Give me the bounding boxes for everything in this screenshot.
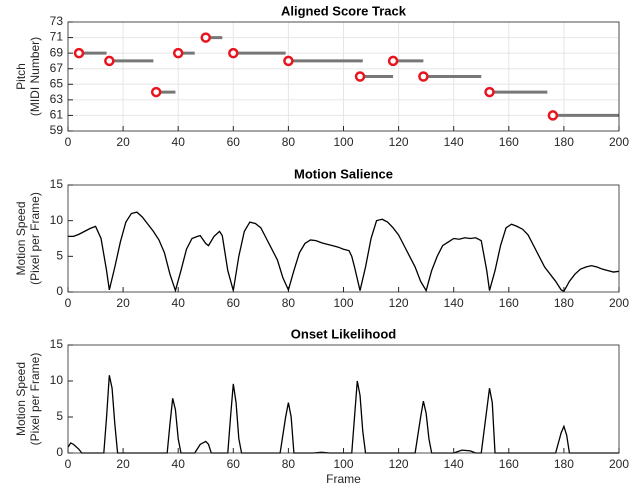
note-onset: [172, 47, 184, 59]
x-tick-label: 200: [609, 457, 629, 471]
y-tick-label: 10: [50, 213, 64, 227]
x-tick-label: 0: [65, 135, 72, 149]
plot-area: [68, 345, 619, 453]
note-onset: [73, 47, 85, 59]
subplot-title: Motion Salience: [294, 166, 393, 181]
x-tick-label: 40: [172, 135, 186, 149]
subplot-title: Aligned Score Track: [281, 3, 407, 18]
x-tick-label: 120: [389, 135, 409, 149]
y-tick-label: 0: [56, 445, 63, 459]
x-tick-label: 160: [499, 296, 519, 310]
note-onset: [200, 32, 211, 43]
y-tick-label: 10: [50, 373, 64, 387]
x-tick-label: 120: [389, 296, 409, 310]
x-tick-label: 60: [227, 457, 241, 471]
y-tick-label: 15: [50, 177, 64, 191]
note-onset: [283, 55, 294, 67]
x-tick-label: 100: [333, 135, 353, 149]
x-tick-label: 160: [499, 135, 519, 149]
y-tick-label: 5: [56, 249, 63, 263]
y-axis-label: (Pixel per Frame): [28, 192, 42, 285]
x-tick-label: 20: [116, 135, 130, 149]
x-tick-label: 0: [65, 296, 72, 310]
note-onset: [354, 71, 366, 82]
axes-box: [67, 21, 620, 132]
note-onset: [387, 55, 399, 67]
x-tick-label: 200: [609, 296, 629, 310]
x-tick-label: 100: [333, 296, 353, 310]
y-tick-label: 59: [50, 123, 64, 137]
note-onset: [484, 86, 495, 98]
y-tick-label: 71: [50, 30, 64, 44]
y-tick-label: 65: [50, 76, 64, 90]
x-tick-label: 140: [444, 296, 464, 310]
x-tick-label: 160: [499, 457, 519, 471]
y-axis-label: Motion Speed: [14, 201, 28, 275]
y-tick-label: 15: [50, 337, 64, 351]
note-onset: [150, 86, 162, 98]
y-tick-label: 63: [50, 92, 64, 106]
x-tick-label: 60: [227, 296, 241, 310]
x-tick-label: 100: [333, 457, 353, 471]
x-tick-label: 40: [172, 296, 186, 310]
x-tick-label: 40: [172, 457, 186, 471]
x-tick-label: 180: [554, 296, 574, 310]
y-tick-label: 61: [50, 108, 64, 122]
y-axis-label: (Pixel per Frame): [28, 353, 42, 446]
x-tick-label: 80: [282, 457, 296, 471]
x-tick-label: 20: [116, 457, 130, 471]
note-onset: [547, 110, 559, 121]
note-onset: [104, 55, 115, 67]
axes-box: [67, 184, 620, 293]
x-tick-label: 120: [389, 457, 409, 471]
subplot-title: Onset Likelihood: [291, 326, 397, 341]
y-axis-label: Pitch: [14, 63, 28, 90]
subplot: Aligned Score Track Pitch (MIDI Number) 0 20…: [14, 3, 629, 149]
y-axis-label: (MIDI Number): [28, 37, 42, 116]
axes-box: [67, 344, 620, 454]
y-tick-label: 73: [50, 14, 64, 28]
y-tick-label: 67: [50, 61, 64, 75]
y-tick-label: 5: [56, 409, 63, 423]
plot-area: [68, 185, 619, 292]
y-tick-label: 69: [50, 45, 64, 59]
x-tick-label: 180: [554, 457, 574, 471]
x-tick-label: 80: [282, 296, 296, 310]
subplot: Motion Salience Motion Speed (Pixel per Fr…: [14, 166, 629, 310]
x-tick-label: 80: [282, 135, 296, 149]
note-onset: [418, 71, 429, 82]
line-series: [68, 211, 620, 293]
x-tick-label: 60: [227, 135, 241, 149]
x-tick-label: 20: [116, 296, 130, 310]
x-tick-label: 0: [65, 457, 72, 471]
x-tick-label: 140: [444, 457, 464, 471]
x-tick-label: 140: [444, 135, 464, 149]
x-tick-label: 200: [609, 135, 629, 149]
subplot: Onset Likelihood Motion Speed (Pixel per F…: [14, 326, 629, 486]
y-tick-label: 0: [56, 284, 63, 298]
x-axis-label: Frame: [326, 472, 361, 486]
x-tick-label: 180: [554, 135, 574, 149]
note-onset: [228, 47, 239, 59]
y-axis-label: Motion Speed: [14, 362, 28, 436]
